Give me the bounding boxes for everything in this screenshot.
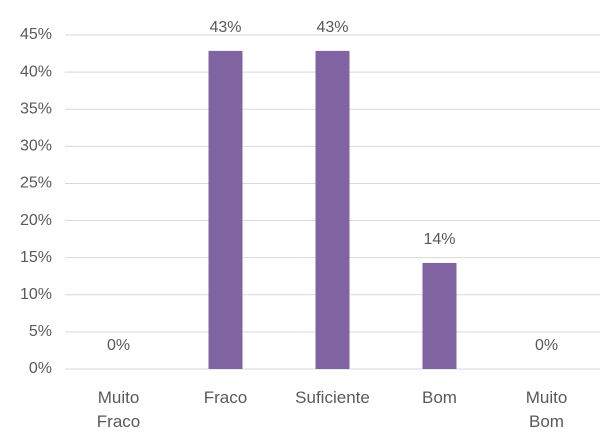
y-tick-label: 5%	[29, 323, 52, 340]
data-label: 43%	[316, 19, 348, 36]
data-label: 0%	[535, 337, 558, 354]
data-label: 14%	[423, 231, 455, 248]
y-tick-label: 35%	[20, 100, 52, 117]
x-tick-label: Muito Fraco	[96, 388, 141, 431]
y-tick-label: 0%	[29, 360, 52, 377]
bar	[208, 50, 243, 370]
y-tick-label: 10%	[20, 286, 52, 303]
data-label: 43%	[209, 19, 241, 36]
y-tick-label: 15%	[20, 249, 52, 266]
x-tick-label: Fraco	[203, 388, 248, 407]
x-tick-label: Suficiente	[295, 388, 370, 407]
y-tick-label: 30%	[20, 138, 52, 155]
y-tick-label: 25%	[20, 175, 52, 192]
bar	[315, 50, 350, 370]
y-tick-label: 45%	[20, 26, 52, 43]
x-tick-label: Muito Bom	[525, 388, 568, 431]
y-tick-label: 40%	[20, 63, 52, 80]
y-tick-label: 20%	[20, 212, 52, 229]
data-label: 0%	[107, 337, 130, 354]
x-tick-label: Bom	[422, 388, 457, 407]
bar	[422, 262, 457, 369]
